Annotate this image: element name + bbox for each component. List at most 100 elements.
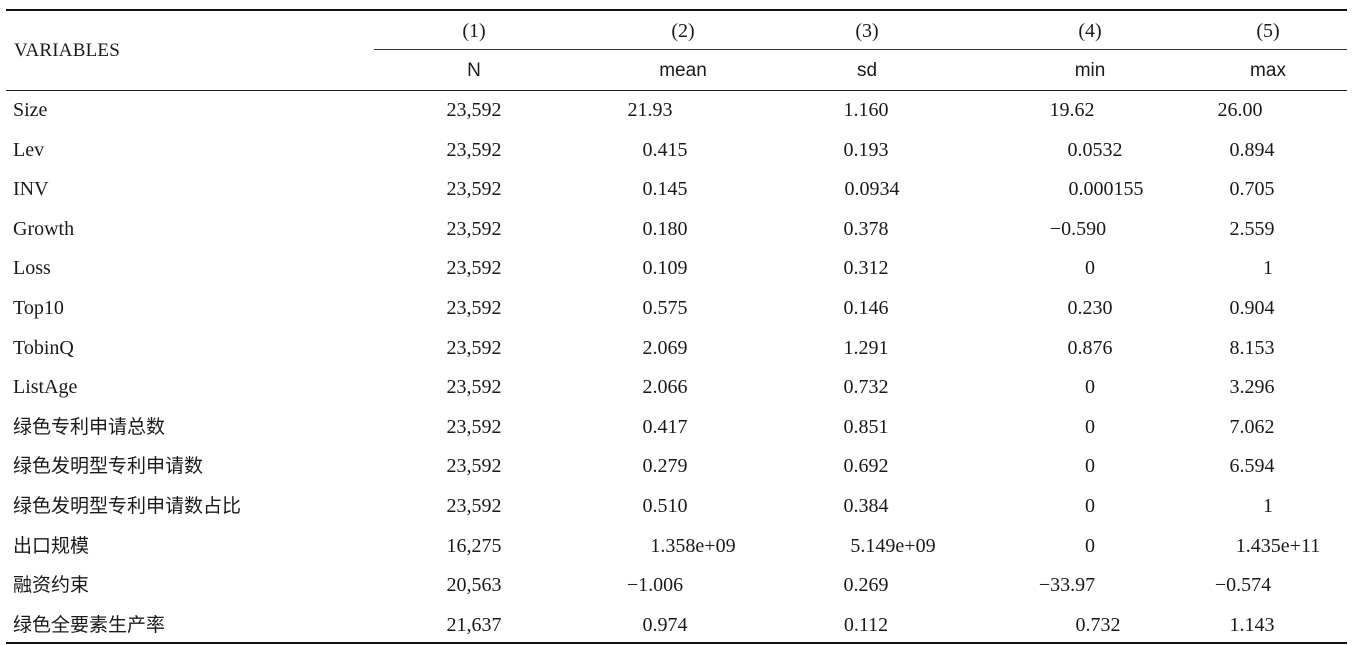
cell-max: 26.00 (1217, 99, 1263, 121)
cell-max: 6.594 (1229, 455, 1275, 477)
cell-sd: 5.149e+09 (850, 535, 936, 557)
row-label: 绿色专利申请总数 (13, 416, 166, 438)
cell-n: 23,592 (446, 376, 502, 398)
row-label: 绿色发明型专利申请数占比 (13, 495, 242, 517)
cell-sd: 0.384 (843, 495, 889, 517)
cell-max: 2.559 (1229, 218, 1275, 240)
cell-min: 0 (1085, 376, 1095, 398)
column-name-5: max (1250, 60, 1286, 81)
cell-n: 21,637 (446, 614, 502, 636)
cell-mean: 0.279 (642, 455, 688, 477)
cell-n: 16,275 (446, 535, 502, 557)
cell-n: 23,592 (446, 139, 502, 161)
row-label: Growth (13, 218, 75, 240)
row-label: ListAge (13, 376, 78, 398)
row-label: Loss (13, 257, 51, 279)
column-name-1: N (467, 60, 481, 81)
row-label: 融资约束 (13, 574, 90, 596)
cell-min: 0 (1085, 495, 1095, 517)
cell-n: 23,592 (446, 416, 502, 438)
cell-n: 23,592 (446, 495, 502, 517)
row-label: Top10 (13, 297, 64, 319)
cell-mean: −1.006 (626, 574, 684, 596)
cell-mean: 0.510 (642, 495, 688, 517)
column-name-2: mean (659, 60, 707, 81)
cell-mean: 2.069 (642, 337, 688, 359)
cell-sd: 1.291 (843, 337, 889, 359)
column-number-4: (4) (1078, 20, 1102, 42)
cell-mean: 0.109 (642, 257, 688, 279)
cell-n: 23,592 (446, 99, 502, 121)
cell-sd: 0.692 (843, 455, 889, 477)
cell-n: 23,592 (446, 178, 502, 200)
cell-min: 0.230 (1067, 297, 1113, 319)
row-label: 绿色全要素生产率 (13, 614, 166, 636)
column-number-3: (3) (855, 20, 879, 42)
cell-max: 0.904 (1229, 297, 1275, 319)
column-number-divider (374, 49, 1347, 50)
cell-min: −33.97 (1038, 574, 1096, 596)
row-label: Size (13, 99, 48, 121)
cell-mean: 0.415 (642, 139, 688, 161)
cell-mean: 0.974 (642, 614, 688, 636)
cell-min: 19.62 (1049, 99, 1095, 121)
column-name-4: min (1074, 60, 1106, 81)
column-number-5: (5) (1256, 20, 1280, 42)
table-bottom-rule (6, 642, 1347, 644)
column-number-1: (1) (462, 20, 486, 42)
cell-max: 7.062 (1229, 416, 1275, 438)
cell-mean: 0.145 (642, 178, 688, 200)
cell-min: 0 (1085, 416, 1095, 438)
column-number-2: (2) (671, 20, 695, 42)
cell-min: 0.732 (1075, 614, 1121, 636)
cell-min: 0.000155 (1068, 178, 1144, 200)
cell-max: 8.153 (1229, 337, 1275, 359)
cell-min: 0 (1085, 257, 1095, 279)
cell-sd: 0.193 (843, 139, 889, 161)
cell-mean: 0.575 (642, 297, 688, 319)
cell-max: 0.894 (1229, 139, 1275, 161)
cell-n: 20,563 (446, 574, 502, 596)
cell-min: 0 (1085, 455, 1095, 477)
cell-n: 23,592 (446, 337, 502, 359)
cell-sd: 0.851 (843, 416, 889, 438)
cell-sd: 0.732 (843, 376, 889, 398)
cell-n: 23,592 (446, 257, 502, 279)
cell-max: 1.435e+11 (1235, 535, 1321, 557)
row-label: INV (13, 178, 49, 200)
cell-sd: 0.146 (843, 297, 889, 319)
cell-min: −0.590 (1049, 218, 1107, 240)
cell-mean: 1.358e+09 (650, 535, 736, 557)
cell-max: 1 (1263, 495, 1273, 517)
cell-n: 23,592 (446, 297, 502, 319)
table-top-rule (6, 9, 1347, 11)
cell-max: 3.296 (1229, 376, 1275, 398)
cell-mean: 21.93 (627, 99, 673, 121)
cell-mean: 2.066 (642, 376, 688, 398)
row-header-label: VARIABLES (14, 40, 120, 61)
cell-n: 23,592 (446, 455, 502, 477)
row-label: 出口规模 (13, 535, 90, 557)
cell-mean: 0.180 (642, 218, 688, 240)
cell-sd: 0.112 (843, 614, 889, 636)
row-label: TobinQ (13, 337, 74, 359)
cell-max: 1.143 (1229, 614, 1275, 636)
cell-sd: 0.269 (843, 574, 889, 596)
cell-max: 0.705 (1229, 178, 1275, 200)
cell-n: 23,592 (446, 218, 502, 240)
cell-sd: 1.160 (843, 99, 889, 121)
row-label: 绿色发明型专利申请数 (13, 455, 204, 477)
cell-sd: 0.378 (843, 218, 889, 240)
cell-sd: 0.0934 (844, 178, 900, 200)
cell-max: 1 (1263, 257, 1273, 279)
cell-min: 0.0532 (1067, 139, 1123, 161)
table-header-rule (6, 90, 1347, 91)
cell-max: −0.574 (1214, 574, 1272, 596)
cell-mean: 0.417 (642, 416, 688, 438)
cell-min: 0.876 (1067, 337, 1113, 359)
row-label: Lev (13, 139, 45, 161)
cell-min: 0 (1085, 535, 1095, 557)
cell-sd: 0.312 (843, 257, 889, 279)
column-name-3: sd (856, 60, 878, 81)
